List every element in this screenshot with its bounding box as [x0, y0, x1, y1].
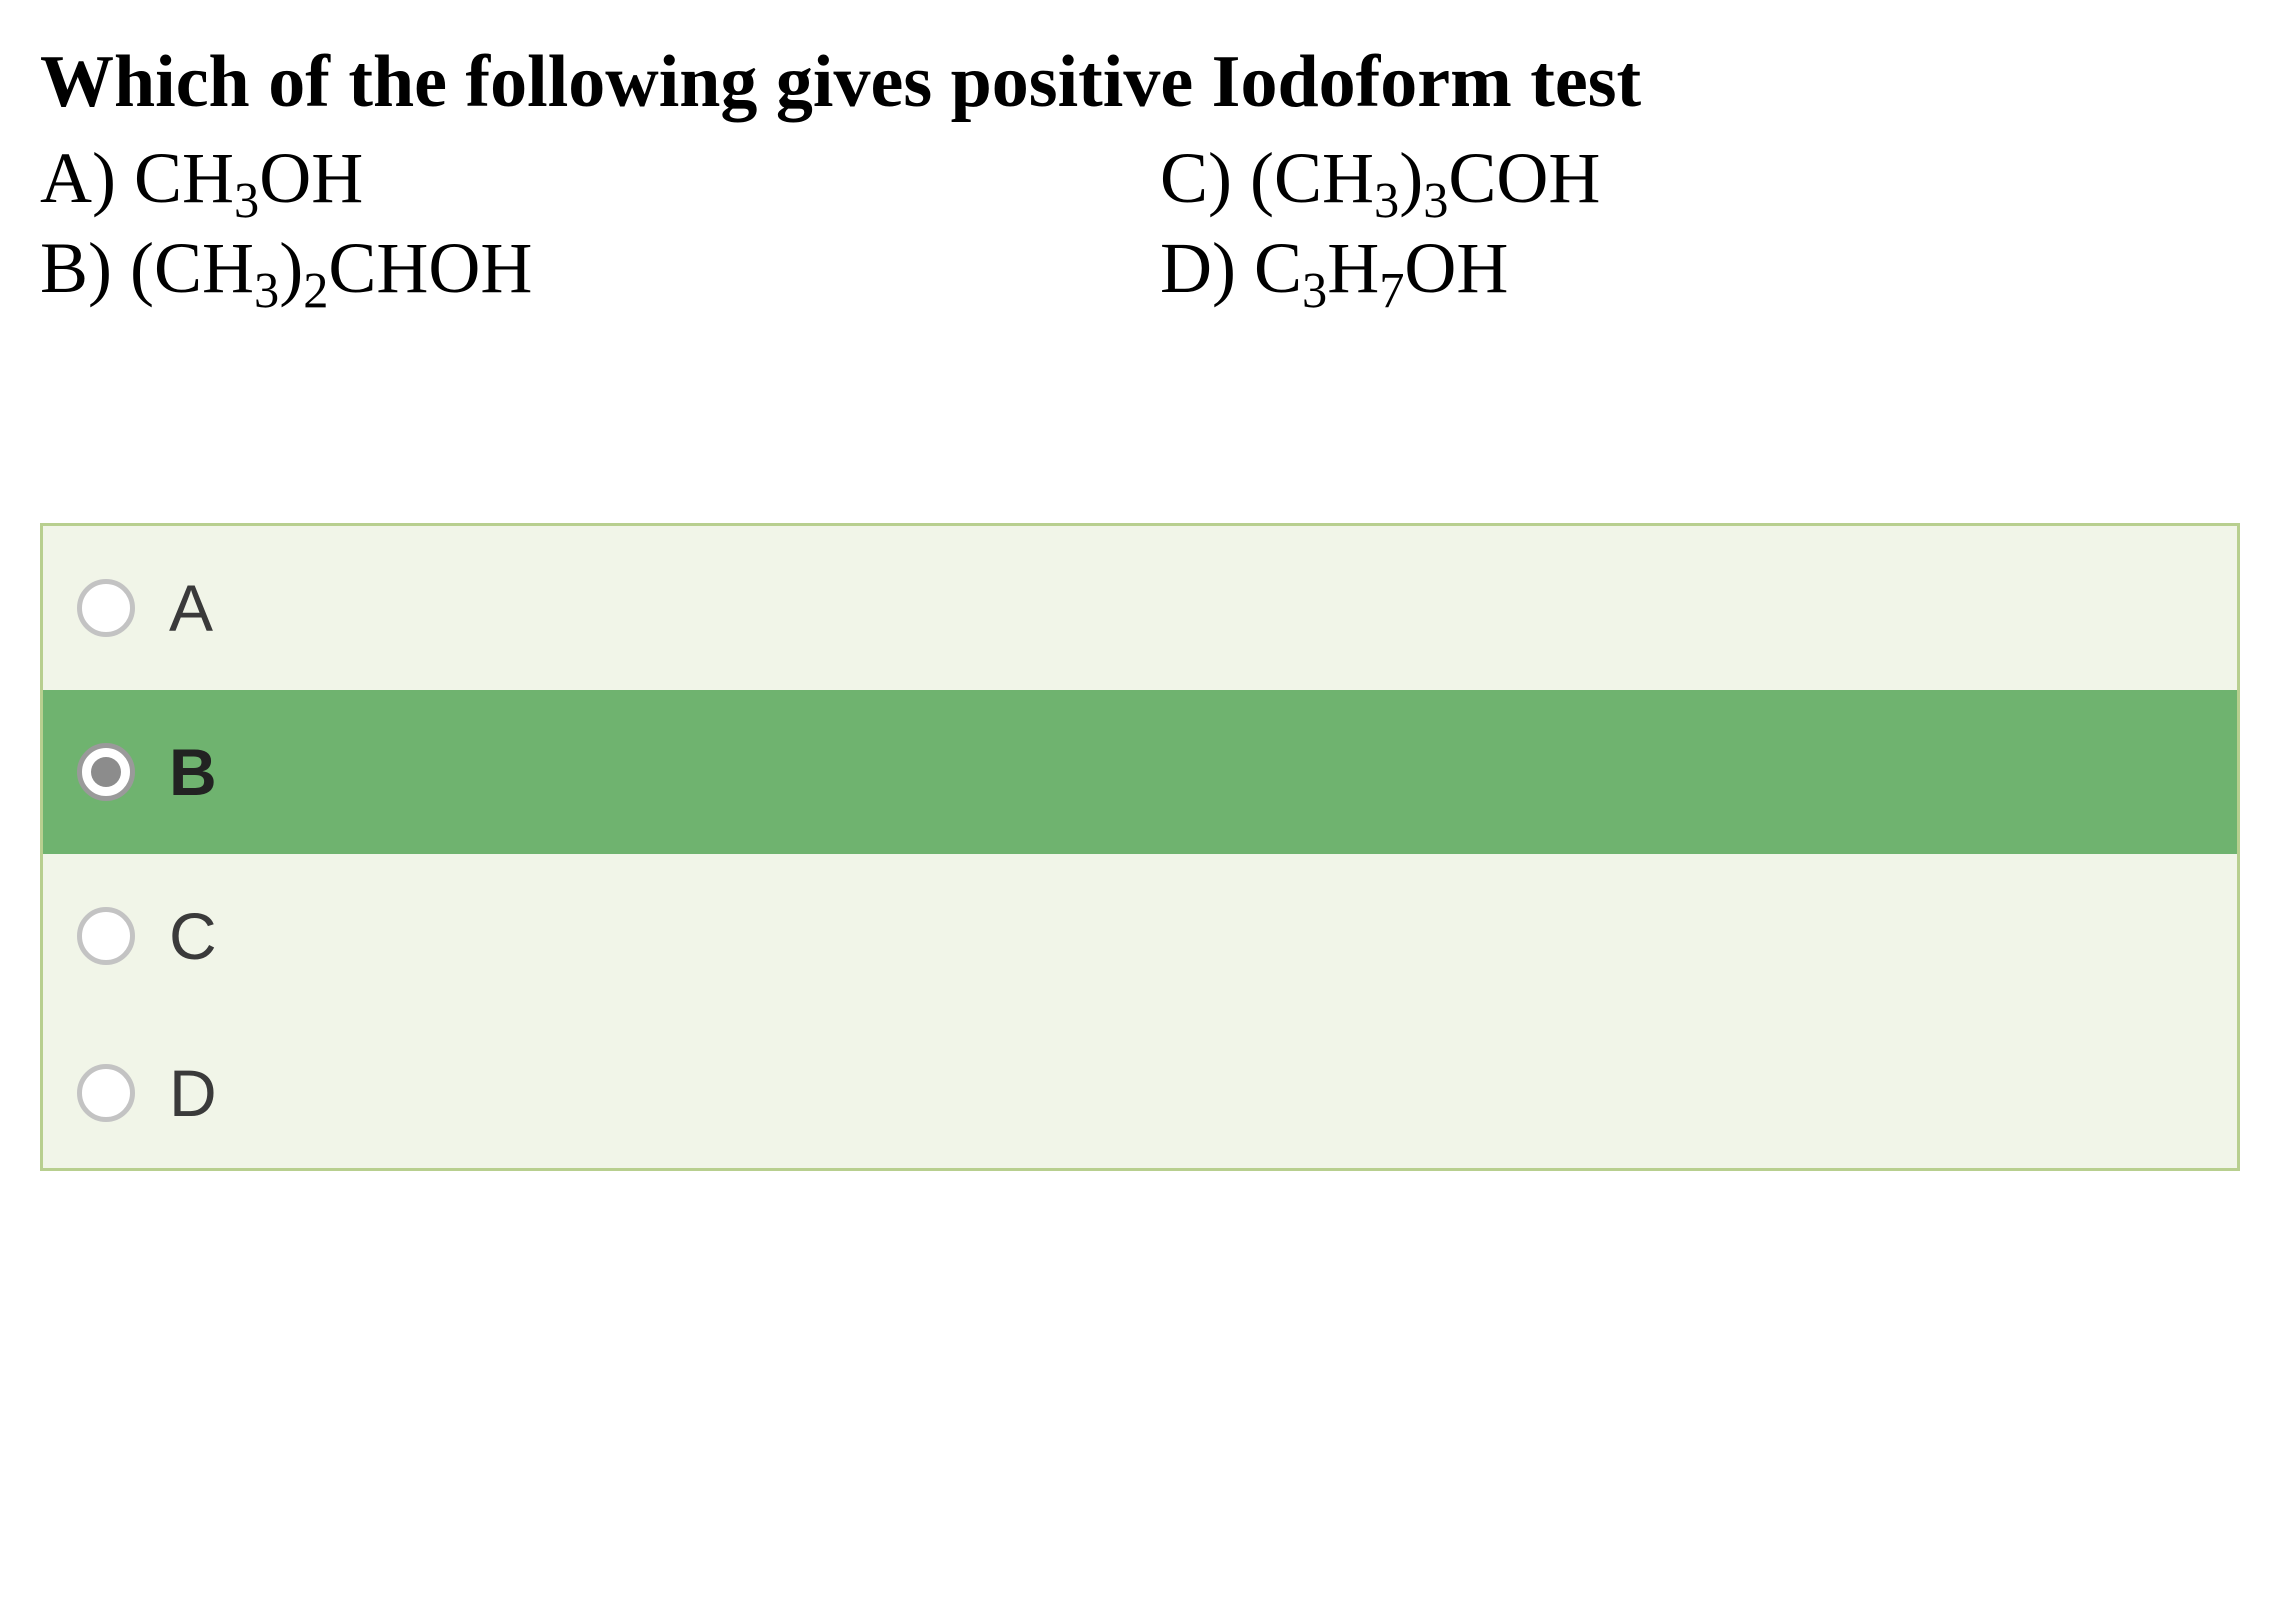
option-b-tail: CHOH [328, 228, 532, 308]
option-d-label: D) C [1160, 228, 1302, 308]
option-c-sub2: 3 [1423, 172, 1448, 228]
option-c-sub1: 3 [1374, 172, 1399, 228]
answer-b-label: B [169, 734, 217, 810]
option-c-mid: ) [1399, 138, 1423, 218]
answer-a-label: A [169, 570, 213, 646]
question-options: A) CH3OH C) (CH3)3COH B) (CH3)2CHOH D) C… [40, 133, 2240, 313]
option-d: D) C3H7OH [1160, 223, 2240, 313]
option-a-label: A) [40, 138, 134, 218]
option-d-mid: H [1327, 228, 1379, 308]
answer-box: A B C D [40, 523, 2240, 1171]
answer-option-b[interactable]: B [43, 690, 2237, 854]
option-d-sub2: 7 [1379, 262, 1404, 318]
option-b-sub2: 2 [303, 262, 328, 318]
option-a-tail: OH [259, 138, 363, 218]
option-c: C) (CH3)3COH [1160, 133, 2240, 223]
option-c-label: C) (CH [1160, 138, 1374, 218]
option-a-formula: CH [134, 138, 234, 218]
answer-c-label: C [169, 898, 217, 974]
answer-option-c[interactable]: C [43, 854, 2237, 1018]
option-d-sub1: 3 [1302, 262, 1327, 318]
option-b-mid: ) [279, 228, 303, 308]
radio-d[interactable] [77, 1064, 135, 1122]
option-b: B) (CH3)2CHOH [40, 223, 1120, 313]
option-a-sub1: 3 [234, 172, 259, 228]
answer-d-label: D [169, 1055, 217, 1131]
answer-option-d[interactable]: D [43, 1018, 2237, 1168]
radio-c[interactable] [77, 907, 135, 965]
option-b-sub1: 3 [254, 262, 279, 318]
answer-option-a[interactable]: A [43, 526, 2237, 690]
option-a: A) CH3OH [40, 133, 1120, 223]
option-b-label: B) (CH [40, 228, 254, 308]
option-c-tail: COH [1448, 138, 1600, 218]
radio-a[interactable] [77, 579, 135, 637]
option-d-tail: OH [1404, 228, 1508, 308]
radio-b[interactable] [77, 743, 135, 801]
question-text: Which of the following gives positive Io… [40, 40, 2240, 125]
